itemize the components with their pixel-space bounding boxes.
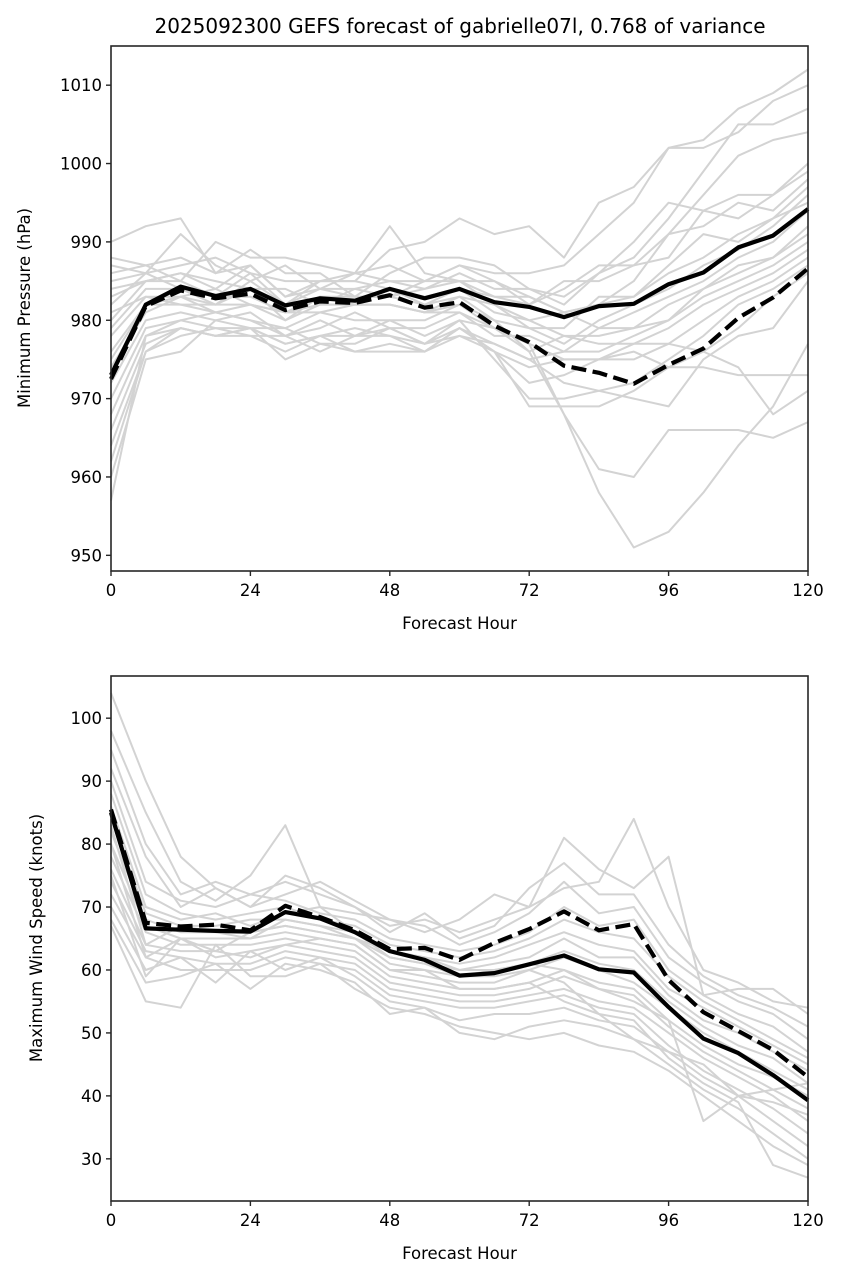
pressure-series-ensemble-mean — [109, 207, 810, 377]
wind-series-member — [110, 881, 809, 1122]
wind-x-tick-label: 48 — [379, 1211, 400, 1230]
pressure-series-member — [110, 295, 809, 549]
pressure-series-member — [110, 233, 809, 330]
wind-series-reconstruction — [108, 808, 810, 1079]
pressure-x-tick-label: 120 — [792, 581, 824, 600]
wind-lines — [108, 692, 810, 1179]
wind-y-tick-label: 40 — [81, 1087, 102, 1106]
pressure-x-tick-label: 24 — [240, 581, 261, 600]
wind-series-member — [110, 868, 809, 1110]
wind-x-axis-label: Forecast Hour — [402, 1244, 517, 1263]
pressure-x-tick-label: 72 — [519, 581, 540, 600]
pressure-series-member — [110, 162, 809, 306]
pressure-series-member — [110, 170, 809, 306]
pressure-x-tick-label: 48 — [379, 581, 400, 600]
pressure-y-ticks: 950 960 970 980 990 1000 1010 — [60, 76, 111, 565]
wind-series-member — [110, 893, 809, 1135]
pressure-series-member — [110, 107, 809, 306]
pressure-series-member — [110, 201, 809, 368]
pressure-series-member — [110, 84, 809, 283]
pressure-y-tick-label: 950 — [71, 546, 103, 565]
pressure-series-member — [110, 280, 809, 501]
pressure-lines — [109, 68, 810, 549]
wind-x-tick-label: 72 — [519, 1211, 540, 1230]
pressure-x-axis-label: Forecast Hour — [402, 614, 517, 633]
wind-series-member — [110, 768, 809, 1041]
pressure-y-tick-label: 1010 — [60, 76, 102, 95]
pressure-panel: 0 24 48 72 96 120 950 960 970 980 990 1000 1010 For… — [15, 45, 824, 633]
wind-y-axis-label: Maximum Wind Speed (knots) — [27, 814, 46, 1062]
wind-series-member — [110, 730, 809, 1015]
pressure-axes-frame — [110, 45, 809, 572]
wind-x-ticks: 0 24 48 72 96 120 — [106, 1201, 824, 1230]
wind-y-tick-label: 90 — [81, 772, 102, 791]
wind-series-member — [110, 843, 809, 1091]
wind-series-member — [110, 843, 809, 1116]
pressure-y-tick-label: 990 — [71, 233, 103, 252]
wind-y-tick-label: 80 — [81, 835, 102, 854]
pressure-x-tick-label: 0 — [106, 581, 117, 600]
wind-y-tick-label: 50 — [81, 1024, 102, 1043]
chart-title: 2025092300 GEFS forecast of gabrielle07l… — [154, 14, 765, 38]
wind-series-member — [110, 875, 809, 1179]
wind-series-ensemble-mean — [108, 811, 810, 1103]
wind-panel: 0 24 48 72 96 120 30 40 50 60 70 80 90 100 Forecast … — [27, 675, 824, 1263]
pressure-y-tick-label: 1000 — [60, 155, 102, 174]
wind-x-tick-label: 120 — [792, 1211, 824, 1230]
wind-series-member — [110, 780, 809, 1053]
pressure-x-tick-label: 96 — [658, 581, 679, 600]
wind-series-member — [110, 824, 809, 1123]
wind-y-tick-label: 70 — [81, 898, 102, 917]
pressure-series-member — [110, 264, 809, 462]
wind-axes-frame — [110, 675, 809, 1202]
wind-y-tick-label: 30 — [81, 1150, 102, 1169]
pressure-series-member — [110, 264, 809, 416]
pressure-y-axis-label: Minimum Pressure (hPa) — [15, 208, 34, 408]
wind-y-tick-label: 60 — [81, 961, 102, 980]
pressure-series-member — [110, 295, 808, 377]
pressure-series-member — [110, 68, 809, 298]
pressure-series-member — [110, 287, 809, 478]
wind-y-ticks: 30 40 50 60 70 80 90 100 — [71, 709, 111, 1169]
wind-series-member — [110, 919, 809, 1160]
pressure-y-tick-label: 970 — [71, 390, 103, 409]
wind-y-tick-label: 100 — [71, 709, 103, 728]
pressure-series-reconstruction — [109, 266, 810, 386]
pressure-y-tick-label: 960 — [71, 468, 103, 487]
wind-x-tick-label: 96 — [658, 1211, 679, 1230]
wind-x-tick-label: 0 — [106, 1211, 117, 1230]
pressure-y-tick-label: 980 — [71, 311, 103, 330]
pressure-series-member — [110, 248, 809, 431]
pressure-x-ticks: 0 24 48 72 96 120 — [106, 571, 824, 600]
wind-series-member — [110, 749, 809, 1028]
wind-x-tick-label: 24 — [240, 1211, 261, 1230]
